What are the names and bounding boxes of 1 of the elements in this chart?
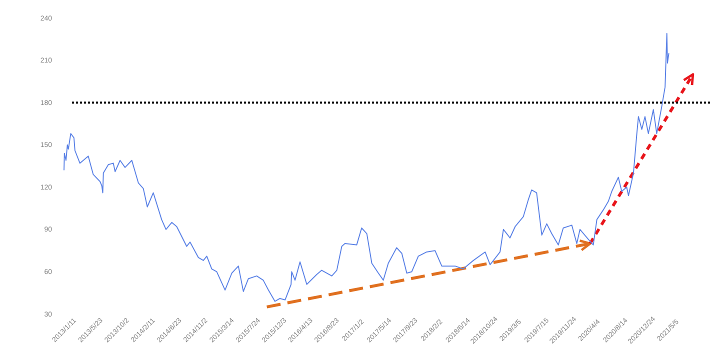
line-series [64,33,670,302]
